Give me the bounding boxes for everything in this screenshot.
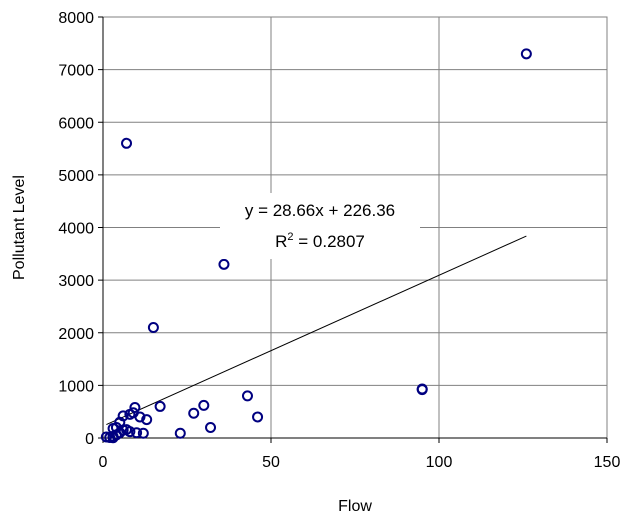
trendline <box>106 235 527 426</box>
y-tick-label: 0 <box>85 431 94 448</box>
y-tick-label: 1000 <box>58 378 94 395</box>
r-squared-superscript: 2 <box>287 231 293 243</box>
data-point <box>416 384 428 396</box>
data-point <box>218 258 230 270</box>
data-point <box>188 407 200 419</box>
data-point <box>520 48 532 60</box>
data-point <box>205 421 217 433</box>
data-points <box>100 48 532 444</box>
data-point <box>174 427 186 439</box>
data-point <box>147 321 159 333</box>
x-tick-label: 150 <box>594 454 621 471</box>
r-squared-prefix: R <box>275 232 287 251</box>
y-tick-label: 8000 <box>58 10 94 27</box>
trendline-equation: y = 28.66x + 226.36 <box>245 201 395 220</box>
data-point <box>107 432 119 444</box>
y-tick-label: 4000 <box>58 221 94 238</box>
x-tick-label: 0 <box>99 454 108 471</box>
x-axis-title: Flow <box>338 498 372 515</box>
y-tick-labels: 0 1000 2000 3000 4000 5000 6000 7000 8000 <box>58 10 94 448</box>
x-tick-label: 100 <box>426 454 453 471</box>
data-point <box>154 400 166 412</box>
y-tick-label: 3000 <box>58 273 94 290</box>
r-squared-label: R2 = 0.2807 <box>275 231 365 251</box>
data-point <box>134 411 146 423</box>
data-point <box>241 390 253 402</box>
y-tick-label: 7000 <box>58 63 94 80</box>
x-tick-label: 50 <box>262 454 280 471</box>
data-point <box>198 399 210 411</box>
y-tick-label: 2000 <box>58 326 94 343</box>
data-point <box>252 411 264 423</box>
equation-background <box>220 193 420 259</box>
data-point <box>131 427 143 439</box>
axes <box>98 16 608 443</box>
data-point <box>129 401 141 413</box>
data-point <box>124 426 136 438</box>
data-point <box>141 414 153 426</box>
data-point <box>121 137 133 149</box>
x-tick-labels: 0 50 100 150 <box>99 454 621 471</box>
y-tick-label: 6000 <box>58 115 94 132</box>
r-squared-value: = 0.2807 <box>294 232 365 251</box>
y-axis-title: Pollutant Level <box>11 175 28 280</box>
data-point <box>124 408 136 420</box>
y-tick-label: 5000 <box>58 168 94 185</box>
data-point <box>137 427 149 439</box>
